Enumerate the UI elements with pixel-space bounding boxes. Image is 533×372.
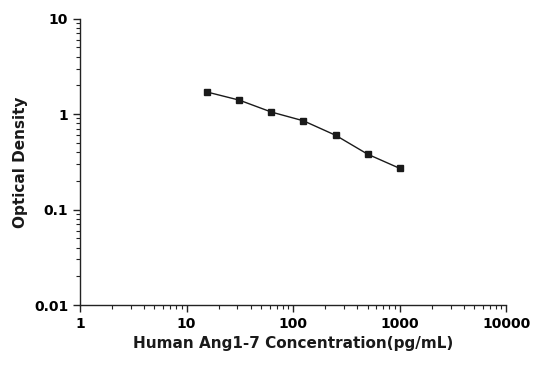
Y-axis label: Optical Density: Optical Density bbox=[13, 96, 28, 228]
X-axis label: Human Ang1-7 Concentration(pg/mL): Human Ang1-7 Concentration(pg/mL) bbox=[133, 336, 453, 352]
